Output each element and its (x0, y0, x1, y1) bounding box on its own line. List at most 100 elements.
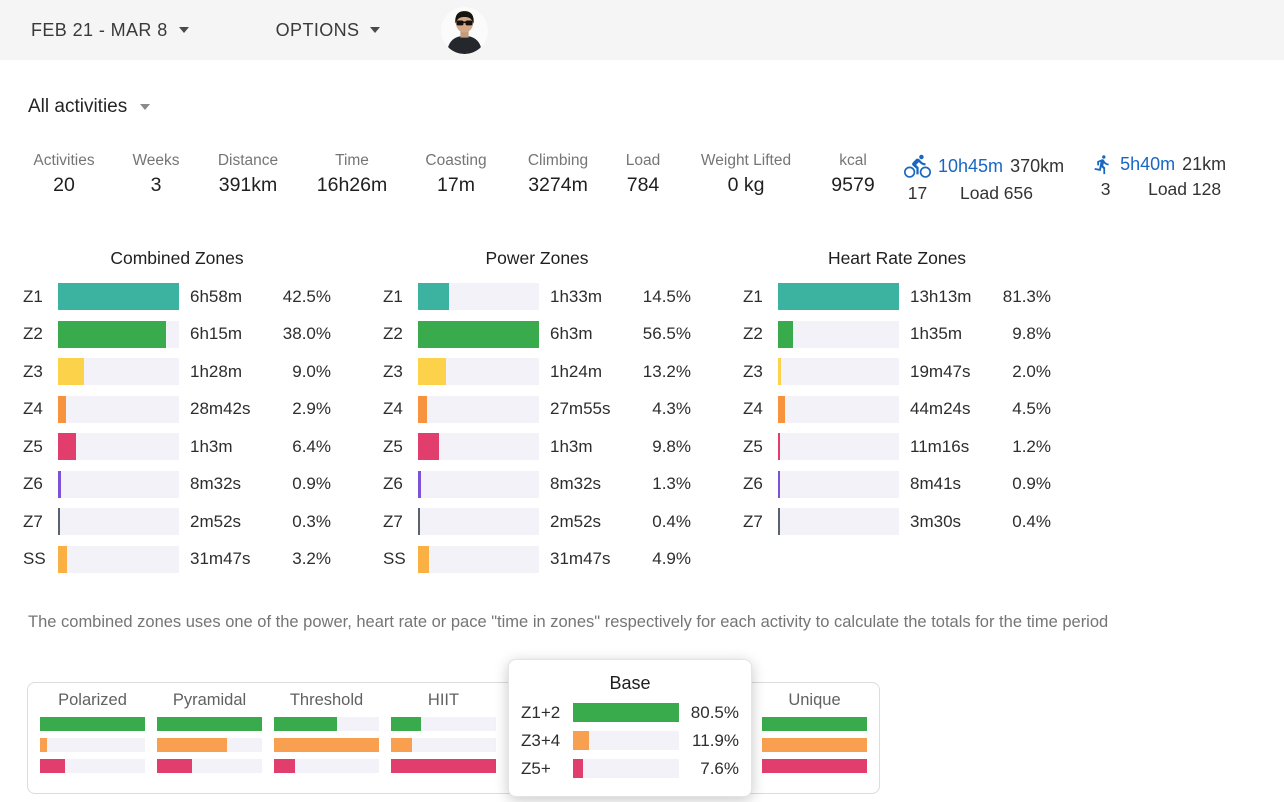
zone-time: 11m16s (910, 436, 970, 456)
zone-percent: 1.3% (652, 474, 691, 493)
zone-label: Z4 (743, 399, 763, 418)
zone-label: SS (23, 549, 46, 568)
zone-time: 28m42s (190, 399, 251, 418)
zone-label: Z6 (743, 474, 763, 493)
style-bar (40, 717, 145, 731)
style-bar (274, 759, 295, 773)
zone-percent: 9.8% (1012, 324, 1051, 343)
style-bar-track (274, 738, 379, 752)
date-range-selector[interactable]: FEB 21 - MAR 8 (31, 20, 189, 41)
zone-row-z4: Z4 44m24s 4.5% (743, 395, 1051, 423)
date-range-label: FEB 21 - MAR 8 (31, 19, 168, 40)
ride-summary-bottom: 17 Load 656 (904, 183, 1064, 204)
zone-bar-track (778, 320, 899, 348)
chevron-down-icon (370, 27, 381, 33)
zone-label: Z2 (743, 324, 763, 343)
style-bar-track (274, 759, 379, 773)
zone-time: 6h58m (190, 286, 242, 306)
style-bar (274, 738, 379, 752)
zone-bar (418, 545, 429, 573)
zone-label: Z7 (23, 511, 43, 531)
zone-bar-track (418, 395, 539, 423)
zone-bar-track (418, 433, 539, 460)
stat-value: 3274m (528, 174, 588, 196)
style-chart-polarized[interactable]: Polarized (40, 691, 145, 793)
zone-row-z3: Z3 1h28m 9.0% (23, 358, 331, 385)
run-summary-bottom: 3 Load 128 (1092, 179, 1226, 200)
activity-type-filter[interactable]: All activities (28, 96, 151, 118)
zone-row-z3: Z3 1h24m 13.2% (383, 358, 691, 385)
zone-bar (58, 545, 68, 573)
zone-bar (778, 508, 780, 535)
zone-bar (418, 395, 428, 423)
zone-time: 1h28m (190, 361, 242, 381)
ride-count: 17 (907, 183, 928, 203)
stat-value: 0 kg (727, 174, 765, 196)
stat-value: 784 (626, 174, 660, 196)
popup-zone-row: Z5+ 7.6% (521, 759, 739, 778)
chevron-down-icon (140, 104, 151, 110)
popup-zone-percent: 11.9% (692, 730, 739, 750)
popup-zone-label: Z3+4 (521, 730, 561, 750)
popup-zone-row: Z1+2 80.5% (521, 703, 739, 722)
popup-bar-track (573, 731, 679, 750)
zone-bar-track (58, 508, 179, 535)
zone-bar-track (778, 470, 899, 498)
style-bar-track (40, 717, 145, 731)
zone-label: Z5 (23, 436, 43, 456)
stat-label: Time (335, 152, 369, 169)
style-bar-track (157, 759, 262, 773)
style-chart-hiit[interactable]: HIIT (391, 691, 496, 793)
zone-bar (418, 470, 421, 498)
style-chart-title: Unique (788, 691, 841, 709)
zone-bar-track (778, 283, 899, 310)
style-chart-title: Pyramidal (172, 691, 247, 709)
zone-bar (418, 433, 439, 460)
popup-bar (573, 759, 583, 778)
zone-time: 27m55s (550, 399, 611, 418)
style-chart-threshold[interactable]: Threshold (274, 691, 379, 793)
avatar[interactable] (441, 6, 489, 54)
options-menu-button[interactable]: OPTIONS (276, 20, 381, 41)
zone-percent: 1.2% (1012, 436, 1051, 456)
zone-label: Z3 (23, 361, 43, 381)
zone-label: Z4 (23, 399, 43, 418)
zone-bar (778, 470, 780, 498)
zone-bar-track (418, 508, 539, 535)
zone-row-z6: Z6 8m41s 0.9% (743, 470, 1051, 498)
options-label: OPTIONS (275, 19, 360, 40)
zone-label: Z6 (23, 474, 43, 493)
zone-label: Z1 (23, 286, 43, 306)
zone-time: 19m47s (910, 361, 971, 381)
zone-bar-track (778, 358, 899, 385)
stat-label: Coasting (425, 152, 487, 169)
zone-bar-track (418, 283, 539, 310)
style-bar (762, 738, 867, 752)
stat-label: Load (625, 152, 661, 169)
zone-percent: 9.8% (652, 436, 691, 456)
popup-zone-percent: 80.5% (690, 702, 739, 722)
stat-label: Climbing (527, 152, 589, 169)
zone-percent: 0.4% (652, 511, 691, 531)
zone-styles-card: Polarized Pyramidal Threshold HIIT Unique (27, 682, 880, 794)
popup-bar-track (573, 759, 679, 778)
popup-bar (573, 703, 679, 722)
zone-time: 6h15m (190, 324, 242, 343)
zone-bar (418, 508, 420, 535)
stat-activities: Activities 20 (28, 152, 100, 197)
zone-row-z3: Z3 19m47s 2.0% (743, 358, 1051, 385)
zone-row-z6: Z6 8m32s 0.9% (23, 470, 331, 498)
zone-label: Z7 (383, 511, 403, 531)
stat-value: 3 (150, 174, 162, 196)
zone-bar-track (58, 283, 179, 310)
style-chart-pyramidal[interactable]: Pyramidal (157, 691, 262, 793)
zone-bar-track (58, 395, 179, 423)
base-popup-title: Base (609, 673, 651, 693)
style-chart-unique[interactable]: Unique (762, 691, 867, 793)
zone-row-z1: Z1 1h33m 14.5% (383, 283, 691, 310)
activity-filter-label: All activities (28, 96, 128, 117)
zone-bar-track (58, 433, 179, 460)
ride-time: 10h45m (938, 156, 1004, 176)
stat-weeks: Weeks 3 (128, 152, 184, 197)
stat-value: 17m (437, 174, 475, 196)
